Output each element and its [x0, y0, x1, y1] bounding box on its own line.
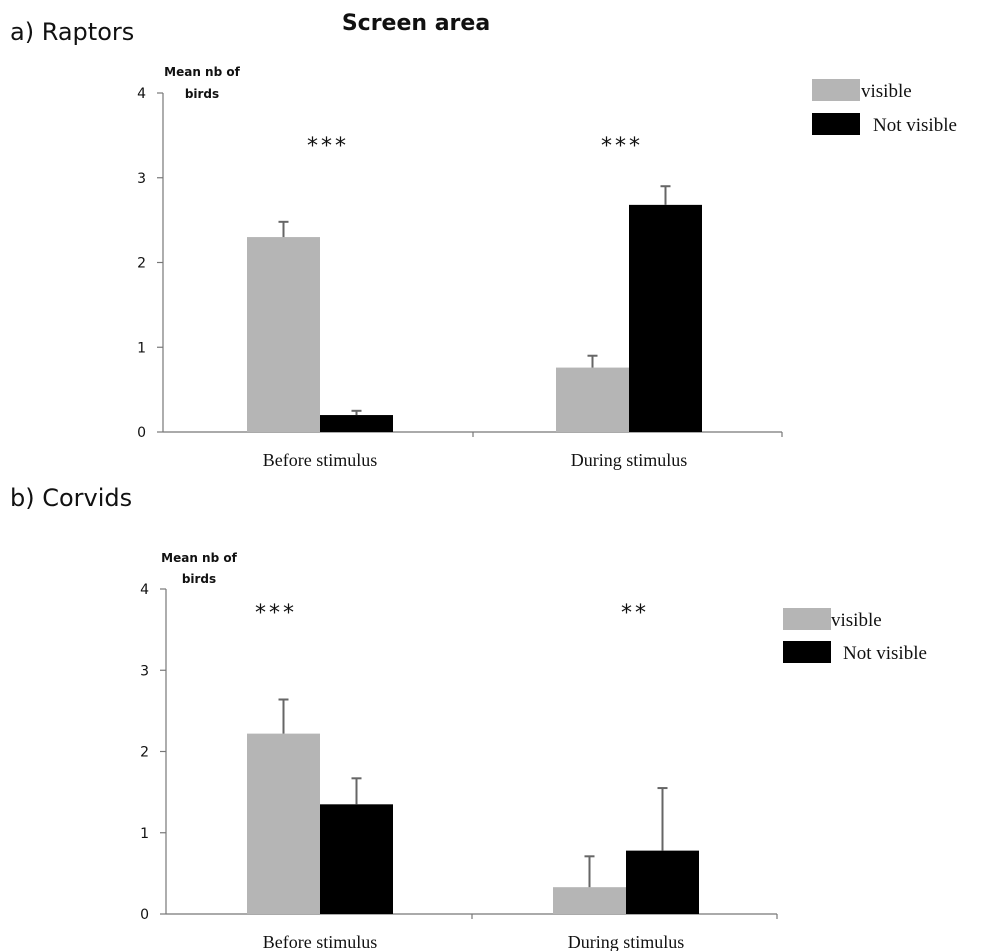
bar	[320, 804, 393, 914]
y-axis-label: birds	[185, 87, 219, 101]
legend-swatch	[783, 641, 831, 663]
raptors-panel: a) Raptors Mean nb of birds 0 1 2 3 4 Before sti…	[10, 18, 957, 470]
significance-label: ***	[601, 134, 643, 159]
y-tick-label: 0	[140, 907, 149, 923]
category-label: Before stimulus	[263, 932, 378, 951]
bar	[320, 415, 393, 432]
category-label: Before stimulus	[263, 450, 378, 470]
y-tick-label: 4	[137, 86, 146, 102]
bar	[626, 850, 699, 914]
panel-label: a) Raptors	[10, 18, 134, 46]
bar	[247, 237, 320, 432]
legend-label: visible	[831, 610, 882, 631]
legend-swatch	[783, 608, 831, 630]
category-label: During stimulus	[571, 450, 688, 470]
y-axis-label: birds	[182, 572, 216, 586]
y-tick-label: 2	[137, 256, 146, 272]
significance-label: ***	[255, 601, 297, 626]
legend-label: Not visible	[873, 115, 957, 136]
significance-label: ***	[307, 134, 349, 159]
y-tick-label: 1	[137, 340, 146, 356]
legend-swatch	[812, 79, 860, 101]
legend-swatch	[812, 113, 860, 135]
bar	[247, 733, 320, 914]
y-tick-label: 0	[137, 425, 146, 441]
category-label: During stimulus	[568, 932, 685, 951]
significance-label: **	[621, 601, 649, 626]
bar	[629, 204, 702, 432]
panel-label: b) Corvids	[10, 484, 132, 512]
y-axis-label: Mean nb of	[164, 65, 240, 79]
legend-label: visible	[861, 81, 912, 102]
y-tick-label: 3	[137, 171, 146, 187]
figure-title: Screen area	[342, 11, 490, 36]
y-axis-label: Mean nb of	[161, 551, 237, 565]
bar	[553, 887, 626, 914]
y-tick-label: 1	[140, 826, 149, 842]
y-tick-label: 2	[140, 745, 149, 761]
y-tick-label: 4	[140, 582, 149, 598]
legend-label: Not visible	[843, 643, 927, 664]
y-tick-label: 3	[140, 663, 149, 679]
corvids-panel: b) Corvids Mean nb of birds 0 1 2 3 4 Before sti…	[10, 484, 927, 951]
bar	[556, 367, 629, 432]
